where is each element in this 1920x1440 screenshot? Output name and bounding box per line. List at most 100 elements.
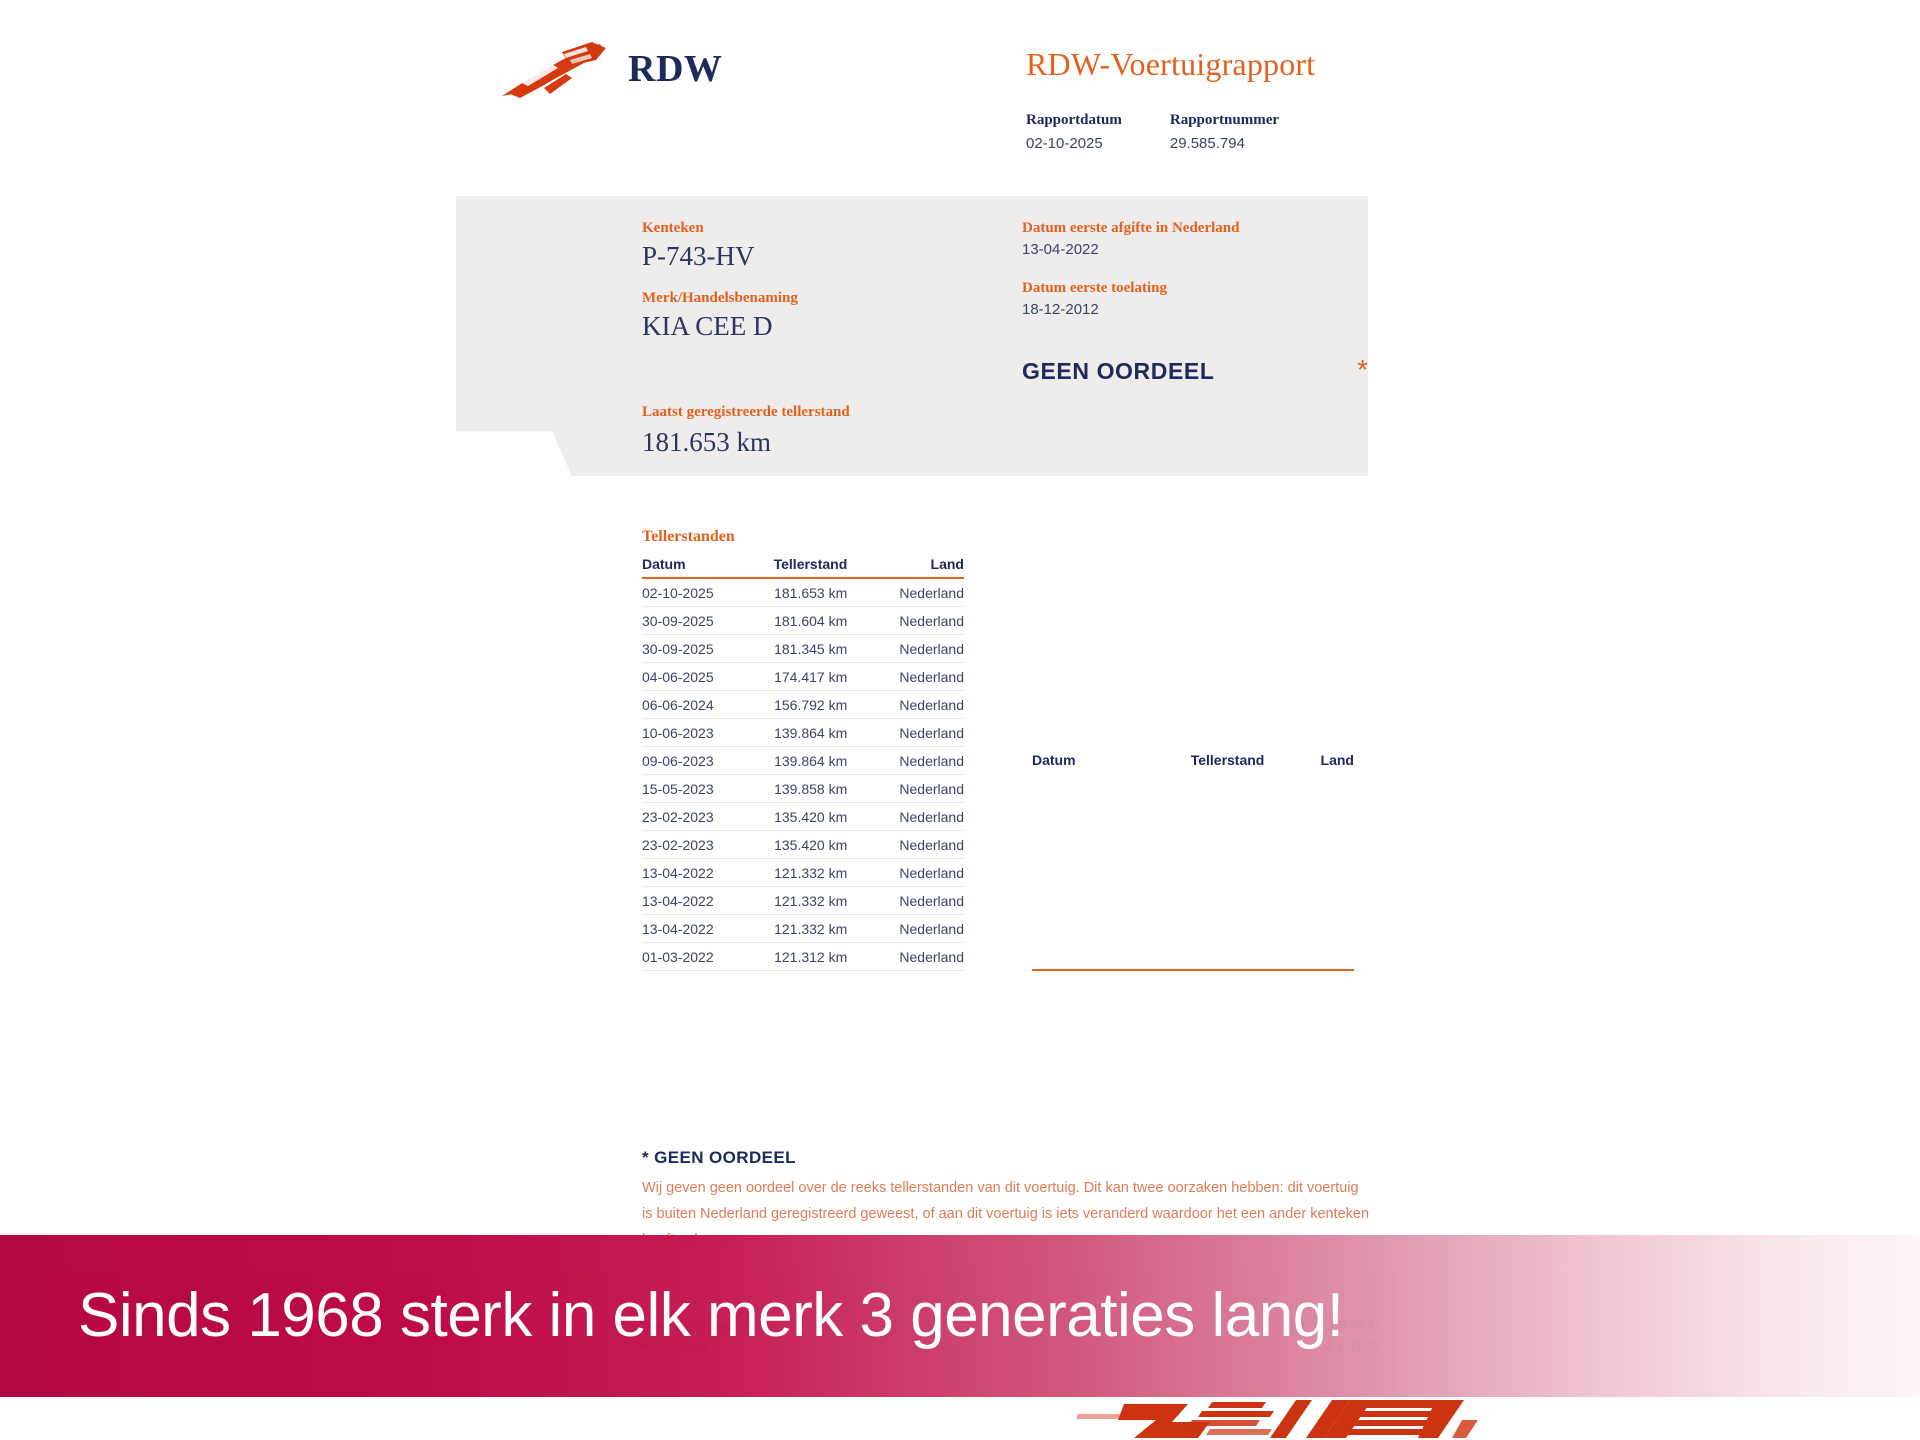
cell-land: Nederland <box>877 634 964 663</box>
table-header-row: Datum Tellerstand Land <box>1032 556 1354 971</box>
readings-table-right-head: Datum Tellerstand Land <box>1032 556 1354 971</box>
table-row: 13-04-2022 121.332 km Nederland <box>642 914 964 943</box>
report-number-label: Rapportnummer <box>1169 112 1280 128</box>
cell-tellerstand: 156.792 km <box>738 690 878 719</box>
cell-tellerstand: 174.417 km <box>738 662 878 691</box>
cell-land: Nederland <box>877 690 964 719</box>
cell-datum: 13-04-2022 <box>642 858 739 887</box>
cell-land: Nederland <box>877 746 964 775</box>
asterisk-icon: * <box>1357 354 1368 385</box>
verdict-badge: GEEN OORDEEL <box>1022 358 1215 384</box>
cell-land: Nederland <box>877 858 964 887</box>
cell-tellerstand: 121.332 km <box>738 858 878 887</box>
table-row: 10-06-2023 139.864 km Nederland <box>642 718 964 747</box>
readings-table-left-head: Datum Tellerstand Land <box>642 556 964 579</box>
table-row: 15-05-2023 139.858 km Nederland <box>642 774 964 803</box>
cell-land: Nederland <box>877 942 964 971</box>
report-date-value: 02-10-2025 <box>1026 135 1103 152</box>
cell-datum: 23-02-2023 <box>642 802 739 831</box>
cell-tellerstand: 135.420 km <box>738 830 878 859</box>
cell-tellerstand: 139.864 km <box>738 718 878 747</box>
promo-banner-text: Sinds 1968 sterk in elk merk 3 generatie… <box>78 1281 1344 1350</box>
report-meta: Rapportdatum 02-10-2025 Rapportnummer 29… <box>1026 112 1279 152</box>
last-odometer-value: 181.653 km <box>642 427 772 457</box>
cell-datum: 02-10-2025 <box>642 578 739 607</box>
table-row: 30-09-2025 181.345 km Nederland <box>642 634 964 663</box>
make-value: KIA CEE D <box>642 311 773 341</box>
vehicle-info-panel <box>456 196 1368 476</box>
footnote-body: Wij geven geen oordeel over de reeks tel… <box>642 1180 1370 1248</box>
cell-datum: 13-04-2022 <box>642 886 739 915</box>
report-title-block: RDW-Voertuigrapport <box>1026 46 1315 83</box>
cell-tellerstand: 121.332 km <box>738 886 878 915</box>
cell-land: Nederland <box>877 606 964 635</box>
report-number-col: Rapportnummer 29.585.794 <box>1170 112 1279 152</box>
promo-banner: Sinds 1968 sterk in elk merk 3 generatie… <box>0 1235 1920 1397</box>
readings-table-left-body: 02-10-2025 181.653 km Nederland 30-09-2025 1… <box>642 578 964 971</box>
cell-datum: 15-05-2023 <box>642 774 739 803</box>
vehicle-info-right-column: Datum eerste afgifte in Nederland 13-04-… <box>1022 220 1352 340</box>
first-issue-nl-value: 13-04-2022 <box>1022 241 1099 258</box>
footnote-block: * GEEN OORDEEL Wij geven geen oordeel ov… <box>642 1148 1372 1253</box>
odometer-readings-section: Tellerstanden Datum Tellerstand Land 02-… <box>642 528 1362 971</box>
table-row: 09-06-2023 139.864 km Nederland <box>642 746 964 775</box>
column-header-tellerstand: Tellerstand <box>1109 556 1295 971</box>
cell-datum: 06-06-2024 <box>642 690 739 719</box>
cell-tellerstand: 121.332 km <box>738 914 878 943</box>
rdw-swoosh-icon <box>502 42 606 98</box>
table-row: 06-06-2024 156.792 km Nederland <box>642 690 964 719</box>
cell-land: Nederland <box>877 886 964 915</box>
cell-tellerstand: 181.604 km <box>738 606 878 635</box>
license-plate-value: P-743-HV <box>642 241 755 271</box>
table-row: 23-02-2023 135.420 km Nederland <box>642 802 964 831</box>
cell-tellerstand: 139.858 km <box>738 774 878 803</box>
cell-land: Nederland <box>877 662 964 691</box>
table-row: 01-03-2022 121.312 km Nederland <box>642 942 964 971</box>
report-date-label: Rapportdatum <box>1026 112 1122 128</box>
report-number-value: 29.585.794 <box>1169 135 1245 152</box>
table-row: 13-04-2022 121.332 km Nederland <box>642 858 964 887</box>
rdw-wordmark: RDW <box>628 48 723 90</box>
license-plate-label: Kenteken <box>642 220 704 236</box>
column-header-tellerstand: Tellerstand <box>738 556 878 579</box>
page-title: RDW-Voertuigrapport <box>1026 46 1316 82</box>
cell-tellerstand: 121.312 km <box>738 942 878 971</box>
readings-tables-wrap: Datum Tellerstand Land 02-10-2025 181.653… <box>642 556 1362 971</box>
rdw-brand-block: RDW <box>500 38 722 100</box>
cell-datum: 09-06-2023 <box>642 746 739 775</box>
column-header-land: Land <box>1294 556 1354 971</box>
readings-table-left: Datum Tellerstand Land 02-10-2025 181.653… <box>642 556 964 971</box>
readings-heading: Tellerstanden <box>642 528 735 545</box>
table-row: 13-04-2022 121.332 km Nederland <box>642 886 964 915</box>
cell-datum: 23-02-2023 <box>642 830 739 859</box>
table-row: 04-06-2025 174.417 km Nederland <box>642 662 964 691</box>
column-header-datum: Datum <box>1032 556 1110 971</box>
cell-datum: 04-06-2025 <box>642 662 739 691</box>
column-header-land: Land <box>877 556 964 579</box>
cell-datum: 30-09-2025 <box>642 606 739 635</box>
cell-tellerstand: 181.345 km <box>738 634 878 663</box>
cell-land: Nederland <box>877 774 964 803</box>
cell-tellerstand: 135.420 km <box>738 802 878 831</box>
cell-land: Nederland <box>877 802 964 831</box>
make-label: Merk/Handelsbenaming <box>642 290 798 306</box>
cell-tellerstand: 181.653 km <box>738 578 878 607</box>
dealer-speed-lines-logo-icon <box>1076 1400 1478 1438</box>
verdict-row: GEEN OORDEEL * <box>1022 354 1368 385</box>
table-row: 23-02-2023 135.420 km Nederland <box>642 830 964 859</box>
cell-land: Nederland <box>877 914 964 943</box>
first-admission-value: 18-12-2012 <box>1022 301 1099 318</box>
report-date-col: Rapportdatum 02-10-2025 <box>1026 112 1122 152</box>
table-header-row: Datum Tellerstand Land <box>642 556 964 579</box>
cell-datum: 10-06-2023 <box>642 718 739 747</box>
cell-datum: 13-04-2022 <box>642 914 739 943</box>
cell-land: Nederland <box>877 578 964 607</box>
vehicle-info-left-column: Kenteken P-743-HV Merk/Handelsbenaming K… <box>642 220 982 360</box>
cell-tellerstand: 139.864 km <box>738 746 878 775</box>
footnote-title: * GEEN OORDEEL <box>642 1148 796 1167</box>
cell-land: Nederland <box>877 830 964 859</box>
table-row: 30-09-2025 181.604 km Nederland <box>642 606 964 635</box>
cell-datum: 01-03-2022 <box>642 942 739 971</box>
